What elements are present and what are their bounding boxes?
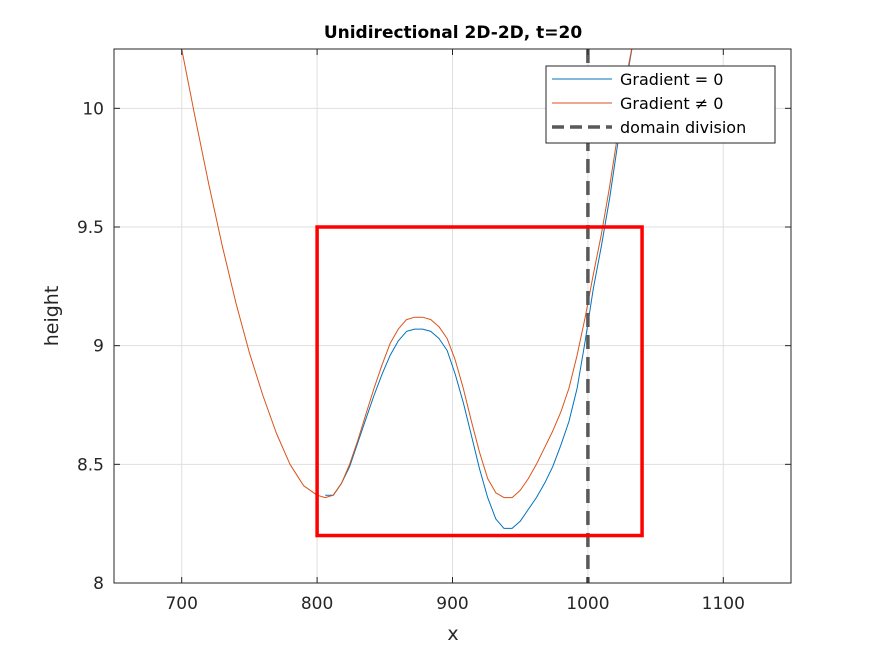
x-tick-label: 900 [436, 594, 468, 614]
y-tick-label: 8.5 [77, 455, 104, 475]
y-tick-label: 8 [93, 574, 104, 594]
legend-entry: domain division [620, 118, 746, 137]
legend-entry: Gradient = 0 [620, 70, 723, 89]
series-line [181, 49, 633, 499]
x-axis-label: x [447, 623, 458, 645]
highlight-rectangle [315, 225, 644, 538]
series-line [325, 49, 633, 529]
y-tick-label: 10 [82, 99, 104, 119]
legend-entry: Gradient ≠ 0 [620, 94, 723, 113]
x-tick-label: 800 [301, 594, 333, 614]
y-tick-label: 9.5 [77, 218, 104, 238]
x-tick-label: 1100 [702, 594, 745, 614]
annotation-layer [315, 225, 644, 538]
x-tick-label: 1000 [566, 594, 609, 614]
legend: Gradient = 0 Gradient ≠ 0 domain division [545, 65, 776, 144]
x-tick-label: 700 [165, 594, 197, 614]
y-axis-label: height [41, 286, 63, 347]
chart-title: Unidirectional 2D-2D, t=20 [324, 23, 583, 43]
axis-ticks: 700 800 900 1000 1100 8 8.5 9 9.5 10 [77, 49, 791, 614]
y-tick-label: 9 [93, 337, 104, 357]
